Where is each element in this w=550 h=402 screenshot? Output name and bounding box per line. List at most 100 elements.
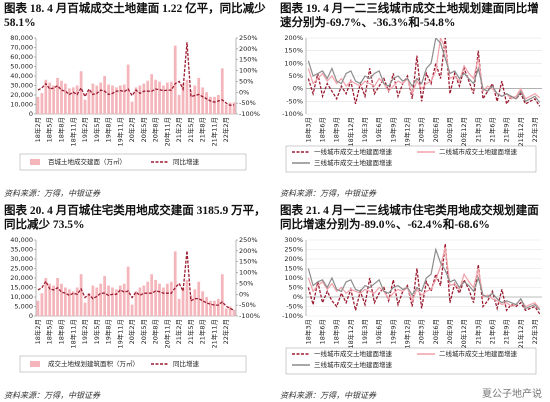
bar — [107, 285, 110, 316]
bar — [134, 87, 138, 114]
y-tick-label: 300% — [284, 236, 303, 244]
y-tick-label: -100% — [282, 110, 303, 118]
x-tick-label: 21年8月 — [198, 117, 207, 142]
bar — [99, 283, 103, 316]
bar — [75, 287, 79, 316]
x-tick-label: 20年5月 — [139, 319, 148, 344]
x-tick-label: 19年12月 — [402, 319, 411, 349]
bar — [115, 289, 118, 316]
bar — [189, 295, 193, 316]
bar — [228, 306, 232, 316]
bar — [150, 74, 154, 114]
x-tick-label: 18年8月 — [56, 117, 65, 142]
y2-tick-label: 0% — [239, 290, 249, 298]
bar — [134, 291, 138, 316]
x-tick-label: 19年9月 — [388, 319, 397, 344]
bar — [87, 90, 91, 114]
bar — [146, 281, 150, 316]
x-tick-label: 18年9月 — [332, 319, 341, 344]
x-tick-label: 19年5月 — [92, 319, 101, 344]
y-tick-label: 0 — [29, 312, 33, 320]
y2-tick-label: -50% — [239, 301, 256, 309]
x-tick-label: 19年9月 — [388, 117, 397, 142]
y-tick-label: 70,000 — [10, 44, 33, 52]
x-tick-label: 21年11月 — [209, 117, 218, 147]
x-tick-label: 18年3月 — [303, 319, 312, 344]
legend-label: 三线城市成交土地建面增速 — [314, 158, 393, 167]
y-tick-label: 35,000 — [10, 246, 33, 254]
x-tick-label: 21年12月 — [516, 319, 525, 349]
legend-label: 同比增速 — [173, 157, 200, 166]
x-tick-label: 19年2月 — [80, 319, 89, 344]
x-tick-label: 21年11月 — [209, 319, 218, 349]
chart: -100%-50% 0%50% 100%150% 200%250% 300% 18年3月 1… — [282, 236, 542, 375]
bar — [177, 298, 181, 316]
legend-label: 一线城市成交土地建面增速 — [314, 147, 393, 156]
x-tick-label: 20年11月 — [162, 319, 171, 349]
watermark: 夏公子地产说 — [482, 389, 542, 400]
x-tick-label: 18年2月 — [33, 117, 42, 142]
legend-box — [19, 355, 247, 373]
x-tick-label: 18年2月 — [33, 319, 42, 344]
bar — [130, 101, 134, 114]
line — [37, 42, 235, 106]
bar — [177, 95, 181, 114]
y-tick-label: 40,000 — [10, 72, 33, 80]
x-tick-label: 19年3月 — [360, 319, 369, 344]
bar — [87, 293, 91, 316]
bar — [173, 45, 177, 114]
bar — [216, 95, 220, 114]
y-tick-label: -50% — [286, 97, 303, 105]
bar — [103, 276, 106, 316]
x-tick-label: 20年8月 — [151, 319, 160, 344]
panel: 图表 20. 4 月百城住宅类用地成交建面 3185.9 万平，同比减少 73.… — [0, 202, 272, 402]
x-tick-label: 19年11月 — [115, 117, 124, 147]
y-tick-label: 20,000 — [10, 274, 33, 282]
line — [307, 243, 541, 315]
y-tick-label: 200% — [284, 34, 303, 42]
y-tick-label: 200% — [284, 255, 303, 263]
y2-tick-label: 200% — [239, 45, 258, 53]
bar — [169, 81, 173, 114]
x-tick-label: 20年9月 — [445, 117, 454, 142]
bar — [103, 76, 106, 114]
bar — [83, 302, 87, 316]
x-tick-label: 19年11月 — [115, 319, 124, 349]
x-tick-label: 19年2月 — [80, 117, 89, 142]
bar — [118, 285, 122, 316]
bar — [36, 300, 40, 316]
bar — [118, 85, 122, 114]
bar — [138, 85, 142, 114]
chart: -100% -50% 0% 50% 100% 150% 200% 18年3月 18年6月 18年9… — [282, 34, 542, 173]
legend-label: 二线城市成交土地建面增速 — [439, 147, 518, 156]
y2-tick-label: 100% — [239, 269, 258, 277]
x-tick-label: 18年12月 — [346, 117, 355, 147]
bar — [209, 96, 212, 114]
y-tick-label: 10,000 — [10, 101, 33, 109]
bar — [158, 81, 161, 114]
x-tick-label: 22年3月 — [530, 319, 539, 344]
x-tick-label: 20年2月 — [127, 117, 136, 142]
plot — [36, 250, 236, 316]
x-tick-label: 18年6月 — [318, 117, 327, 142]
x-tick-label: 21年9月 — [502, 319, 511, 344]
y2-tick-label: 100% — [239, 67, 258, 75]
bar — [52, 285, 56, 316]
y-tick-label: 15,000 — [10, 284, 33, 292]
plot — [36, 42, 236, 114]
bar — [166, 82, 169, 114]
y-tick-label: 150% — [284, 47, 303, 55]
x-tick-label: 20年3月 — [417, 117, 426, 142]
line — [37, 250, 235, 311]
bar — [169, 281, 173, 316]
x-tick-label: 18年3月 — [303, 117, 312, 142]
chart-title: 图表 20. 4 月百城住宅类用地成交建面 3185.9 万平，同比减少 73.… — [4, 205, 266, 231]
y-tick-label: 40,000 — [10, 236, 33, 244]
x-tick-label: 20年2月 — [127, 319, 136, 344]
chart-title: 图表 18. 4 月百城成交土地建面 1.22 亿平，同比减少 58.1% — [4, 3, 266, 29]
legend-label: 三线城市成交土地建面增速 — [314, 360, 393, 369]
x-tick-label: 22年2月 — [221, 117, 230, 142]
x-tick-label: 19年5月 — [92, 117, 101, 142]
bar — [146, 80, 150, 114]
y-tick-label: -50% — [286, 303, 303, 311]
